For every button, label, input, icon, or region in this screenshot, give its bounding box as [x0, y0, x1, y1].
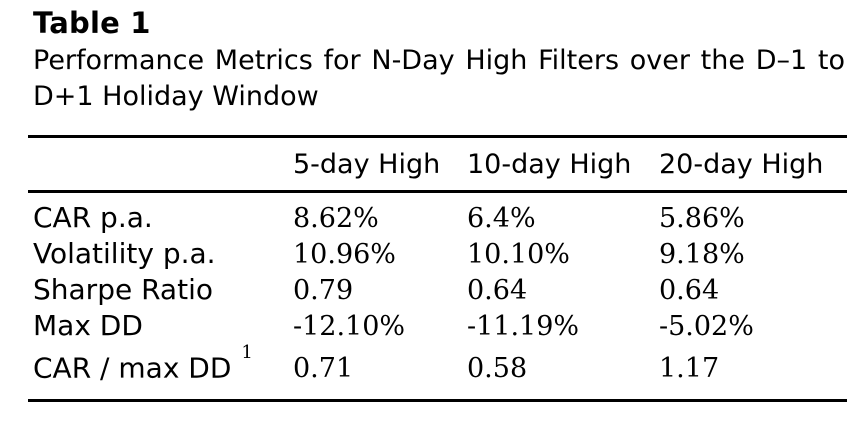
metric-value: 0.71: [293, 353, 354, 385]
metric-value: -5.02%: [659, 311, 754, 342]
metric-value: 8.62%: [293, 203, 379, 234]
table-header: 5-day High 10-day High 20-day High: [28, 138, 847, 193]
metric-value: 9.18%: [659, 239, 745, 270]
column-header-5-day: 5-day High: [293, 148, 441, 180]
table-caption: Performance Metrics for N-Day High Filte…: [33, 43, 845, 115]
table-body: CAR p.a. 8.62% 6.4% 5.86% Volatility p.a…: [28, 193, 847, 399]
metric-value: 5.86%: [659, 203, 745, 234]
caption-line-1: Performance Metrics for N-Day High Filte…: [33, 45, 845, 76]
footnote-marker: 1: [241, 342, 253, 363]
metric-value: 0.58: [467, 353, 528, 385]
table-row-max-dd: Max DD -12.10% -11.19% -5.02%: [28, 308, 847, 344]
metric-value: 1.17: [659, 353, 720, 385]
table-row-car-over-max-dd: CAR / max DD 1 0.71 0.58 1.17: [28, 342, 847, 386]
column-header-20-day: 20-day High: [659, 148, 824, 180]
metric-value: 0.64: [659, 275, 720, 306]
metric-value: 0.64: [467, 275, 528, 306]
row-label: Volatility p.a.: [33, 237, 216, 270]
row-label-text: CAR / max DD: [33, 351, 232, 385]
metric-value: -11.19%: [467, 311, 580, 342]
table-row-car-pa: CAR p.a. 8.62% 6.4% 5.86%: [28, 200, 847, 236]
table-row-volatility: Volatility p.a. 10.96% 10.10% 9.18%: [28, 236, 847, 272]
row-label: Max DD: [33, 309, 143, 342]
metric-value: 10.96%: [293, 239, 396, 270]
table-title: Table 1: [33, 6, 151, 40]
row-label: Sharpe Ratio: [33, 273, 213, 306]
metric-value: -12.10%: [293, 311, 406, 342]
metric-value: 10.10%: [467, 239, 570, 270]
column-header-10-day: 10-day High: [467, 148, 632, 180]
metrics-table: 5-day High 10-day High 20-day High CAR p…: [28, 135, 847, 403]
row-label: CAR / max DD 1: [28, 342, 293, 385]
metric-value: 6.4%: [467, 203, 536, 234]
table-row-sharpe: Sharpe Ratio 0.79 0.64 0.64: [28, 272, 847, 308]
caption-line-2: D+1 Holiday Window: [33, 81, 319, 112]
metric-value: 0.79: [293, 275, 354, 306]
row-label: CAR p.a.: [33, 201, 153, 234]
table-header-row: 5-day High 10-day High 20-day High: [28, 138, 847, 190]
